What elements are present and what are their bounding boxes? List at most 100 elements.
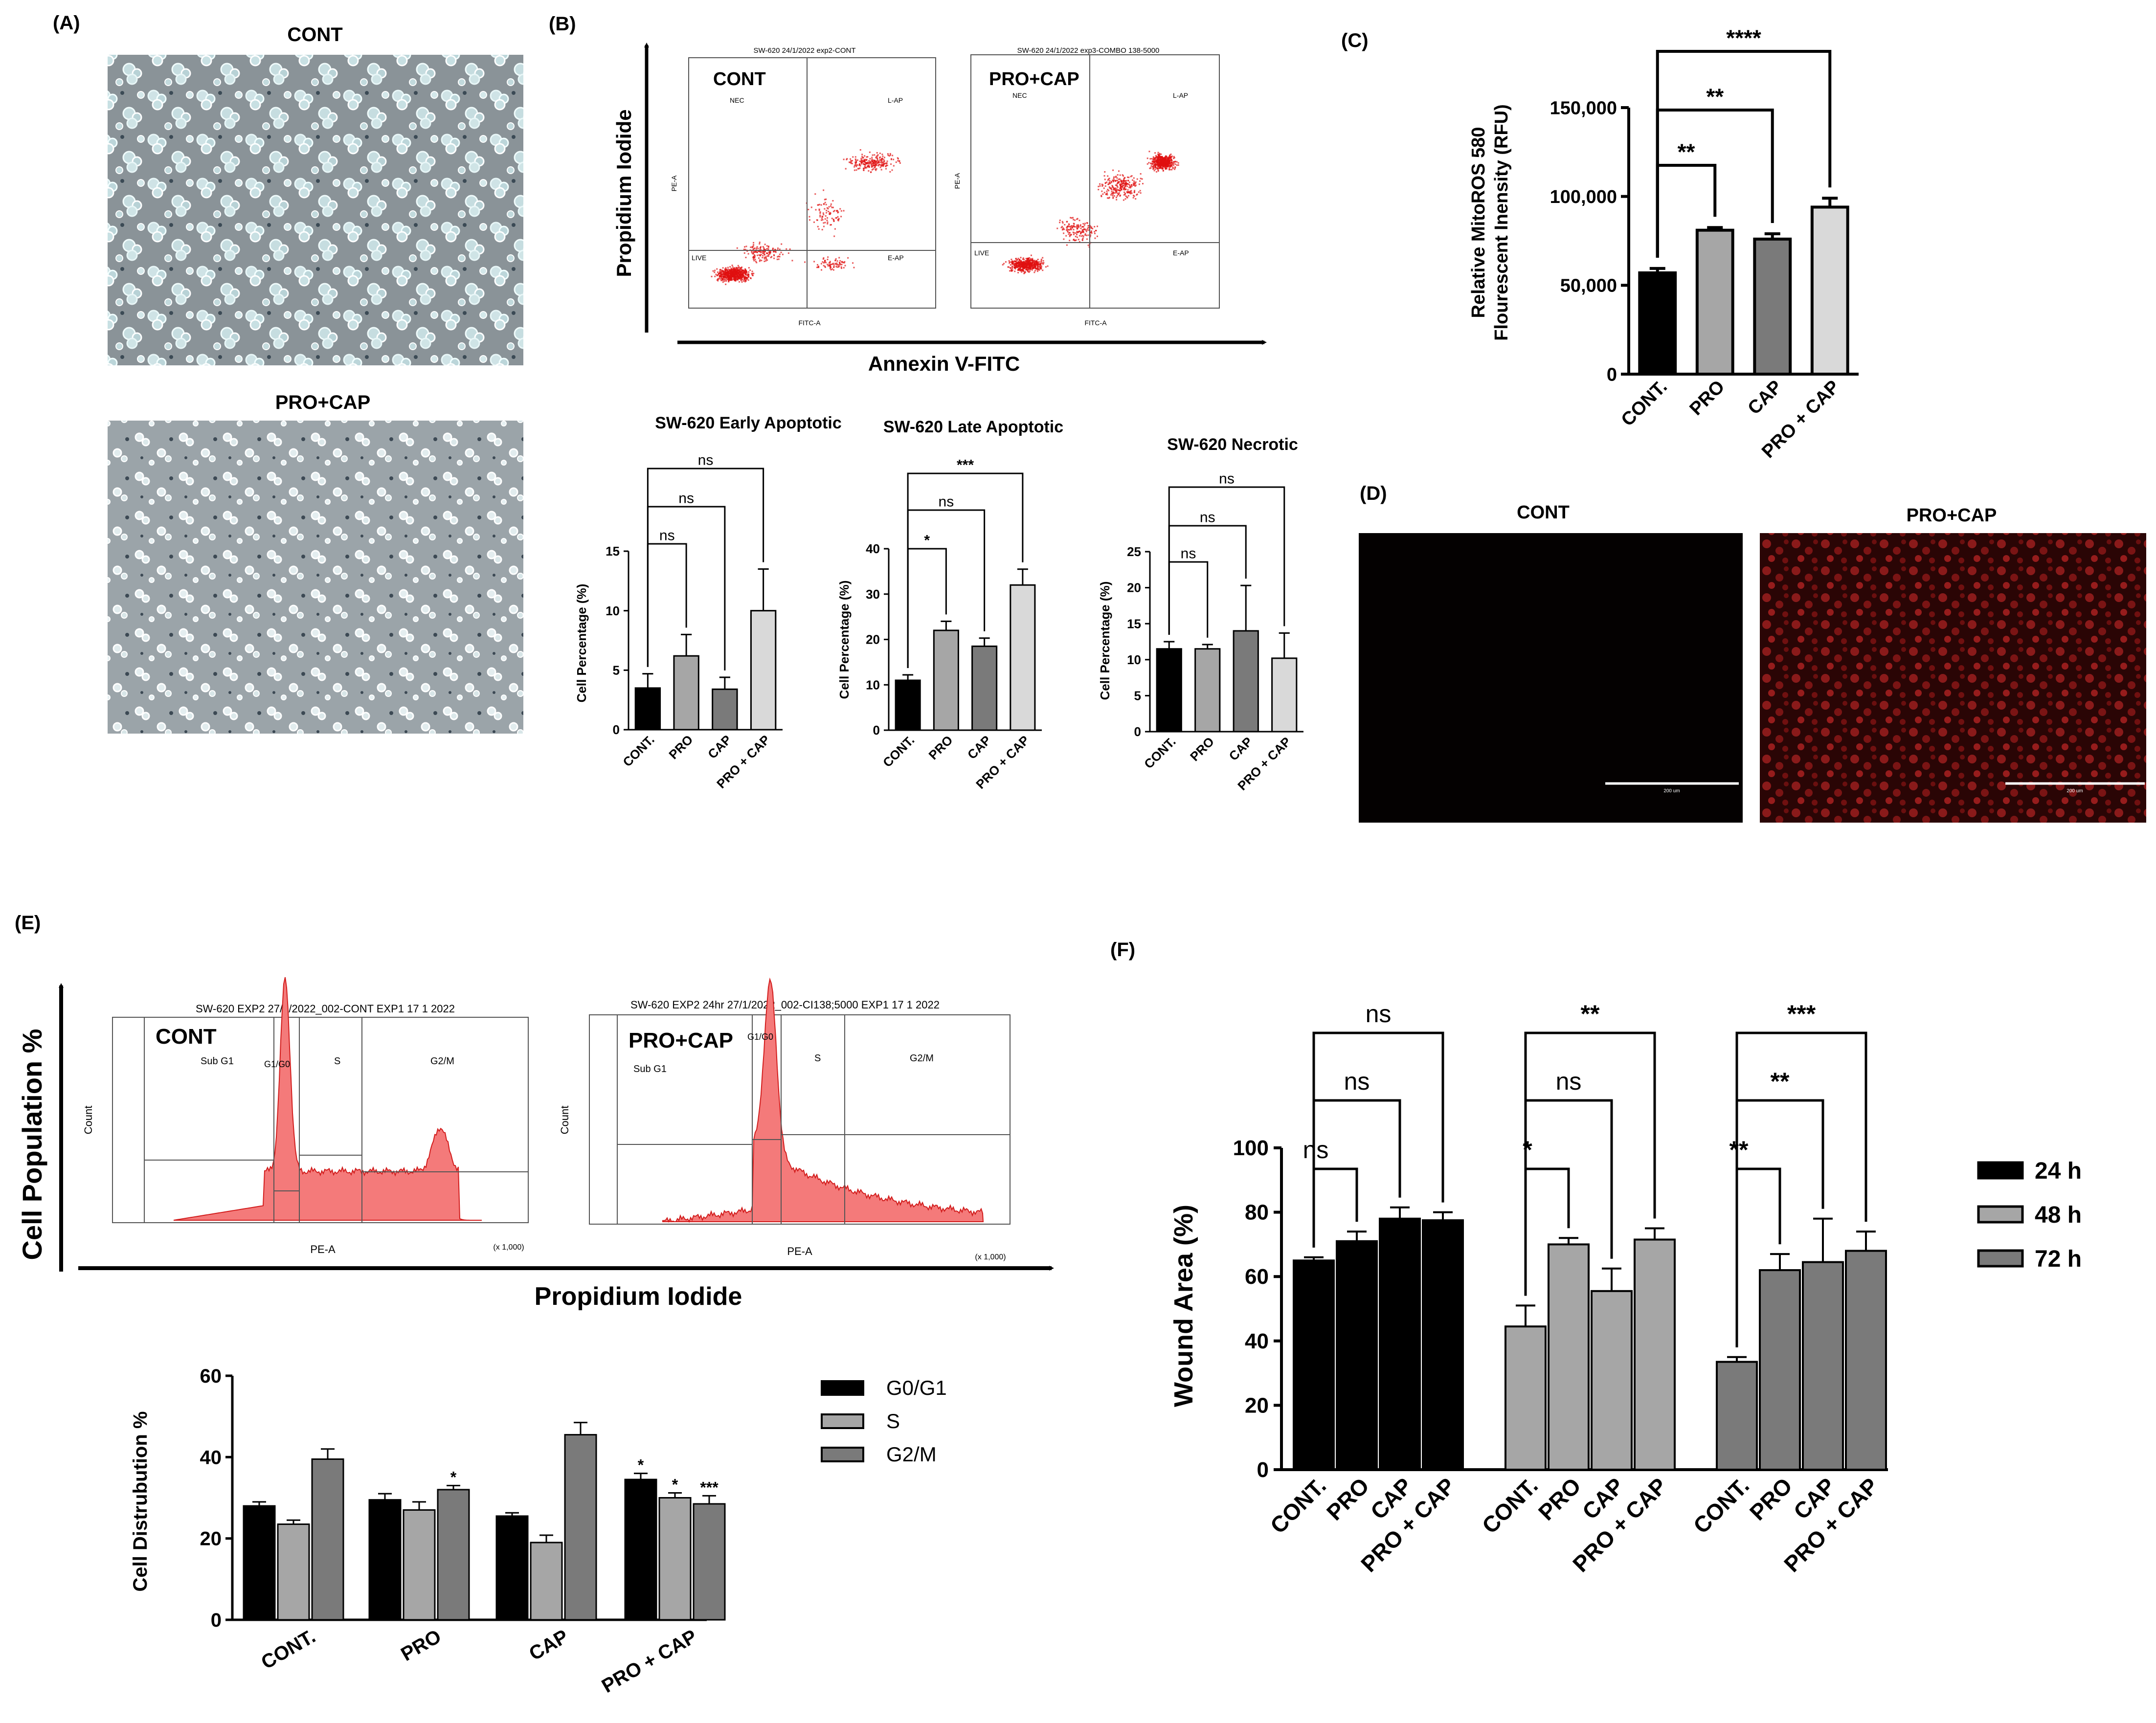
scatter-dot: [729, 266, 731, 268]
scatter-dot: [1026, 266, 1028, 268]
scatter-dot: [873, 159, 875, 161]
scatter-dot: [881, 164, 883, 166]
scatter-dot: [1011, 265, 1013, 267]
gate-g1g0: G1/G0: [747, 1032, 773, 1042]
scatter-dot: [739, 278, 741, 280]
scatter-dot: [753, 244, 755, 246]
scatter-dot: [1170, 169, 1172, 171]
scatter-dot: [1082, 230, 1084, 232]
scatter-dot: [845, 168, 847, 170]
bar: [750, 610, 777, 731]
scatter-dot: [1033, 261, 1035, 263]
scatter-dot: [1152, 158, 1154, 160]
scatter-dot: [738, 266, 740, 268]
dotplot-title: PRO+CAP: [989, 69, 1079, 90]
scatter-dot: [1110, 194, 1112, 196]
scatter-dot: [818, 209, 820, 211]
scatter-dot: [1082, 226, 1084, 228]
x-tick-label: CAP: [1744, 377, 1786, 419]
scatter-cloud: [1002, 151, 1179, 274]
scatter-dot: [852, 262, 854, 264]
scatter-dot: [857, 168, 859, 170]
bar: [1716, 1361, 1758, 1471]
scatter-dot: [736, 267, 738, 269]
scatter-dot: [743, 277, 745, 279]
scatter-dot: [832, 210, 834, 212]
scatter-dot: [868, 160, 870, 162]
scatter-dot: [1114, 180, 1116, 182]
scatter-dot: [824, 222, 826, 224]
scatter-dot: [1124, 184, 1126, 186]
scatter-dot: [895, 161, 897, 163]
scatter-dot: [1019, 269, 1021, 271]
scatter-dot: [843, 262, 845, 264]
scatter-dot: [1115, 197, 1117, 199]
scatter-dot: [1151, 158, 1153, 160]
scatter-dot: [839, 260, 841, 262]
y-axis-label: Cell Distrubution %: [130, 1411, 151, 1592]
bar: [673, 655, 699, 731]
scatter-dot: [1155, 157, 1157, 159]
cont-micrograph: [108, 55, 523, 365]
scatter-dot: [824, 201, 826, 203]
scatter-dot: [808, 219, 810, 221]
scatter-dot: [739, 277, 741, 279]
scatter-dot: [1154, 161, 1156, 163]
scatter-dot: [878, 164, 880, 166]
histogram-ylab: Count: [82, 1106, 94, 1135]
scatter-dot: [1091, 230, 1093, 232]
scatter-dot: [1084, 223, 1086, 224]
scatter-dot: [1025, 269, 1027, 270]
scatter-dot: [1008, 266, 1010, 268]
scatter-dot: [1118, 170, 1120, 172]
scatter-dot: [724, 276, 726, 278]
scatter-dot: [827, 259, 829, 261]
scatter-dot: [759, 250, 761, 252]
scatter-dot: [843, 267, 845, 269]
bar: [1695, 228, 1734, 376]
scatter-dot: [759, 243, 761, 245]
scatter-dot: [1127, 191, 1129, 193]
scatter-dot: [1157, 154, 1159, 156]
histogram-procap: SW-620 EXP2 24hr 27/1/2022_002-CI138;500…: [559, 977, 1011, 1261]
scatter-dot: [833, 266, 835, 268]
scatter-dot: [854, 156, 856, 158]
significance-label: ns: [1303, 1136, 1329, 1164]
scatter-dot: [750, 246, 752, 248]
y-tick-label: 0: [613, 722, 620, 737]
scatter-dot: [1160, 156, 1162, 157]
scatter-dot: [1115, 176, 1117, 178]
scatter-dot: [1030, 268, 1032, 269]
scatter-dot: [738, 270, 740, 272]
scatter-dot: [731, 273, 733, 275]
bar: [1379, 1217, 1421, 1471]
scatter-dot: [1108, 197, 1110, 199]
scatter-dot: [859, 164, 861, 166]
scatter-dot: [828, 206, 830, 208]
scatter-dot: [1154, 168, 1156, 170]
scatter-dot: [849, 161, 851, 163]
scatter-dot: [1177, 164, 1179, 166]
significance-label: *: [450, 1469, 457, 1486]
scatter-dot: [816, 219, 818, 221]
scatter-dot: [823, 214, 825, 216]
scatter-dot: [1112, 193, 1114, 195]
scatter-dot: [869, 162, 871, 164]
dotplot-xlab: FITC-A: [1084, 319, 1107, 327]
scatter-dot: [881, 161, 883, 163]
scatter-dot: [899, 162, 901, 164]
scatter-dot: [1089, 236, 1091, 238]
scatter-dot: [1124, 198, 1126, 200]
scatter-dot: [1167, 159, 1169, 161]
scatter-dot: [1075, 236, 1077, 238]
scatter-dot: [818, 228, 820, 230]
scatter-dot: [1167, 165, 1168, 167]
scatter-dot: [1029, 266, 1031, 268]
scatter-dot: [782, 253, 784, 255]
scatter-dot: [831, 264, 832, 266]
scatter-dot: [1025, 265, 1027, 267]
scatter-dot: [729, 279, 731, 281]
scatter-dot: [864, 167, 866, 169]
scatter-dot: [830, 269, 832, 270]
legend-swatch: [1977, 1205, 2024, 1224]
